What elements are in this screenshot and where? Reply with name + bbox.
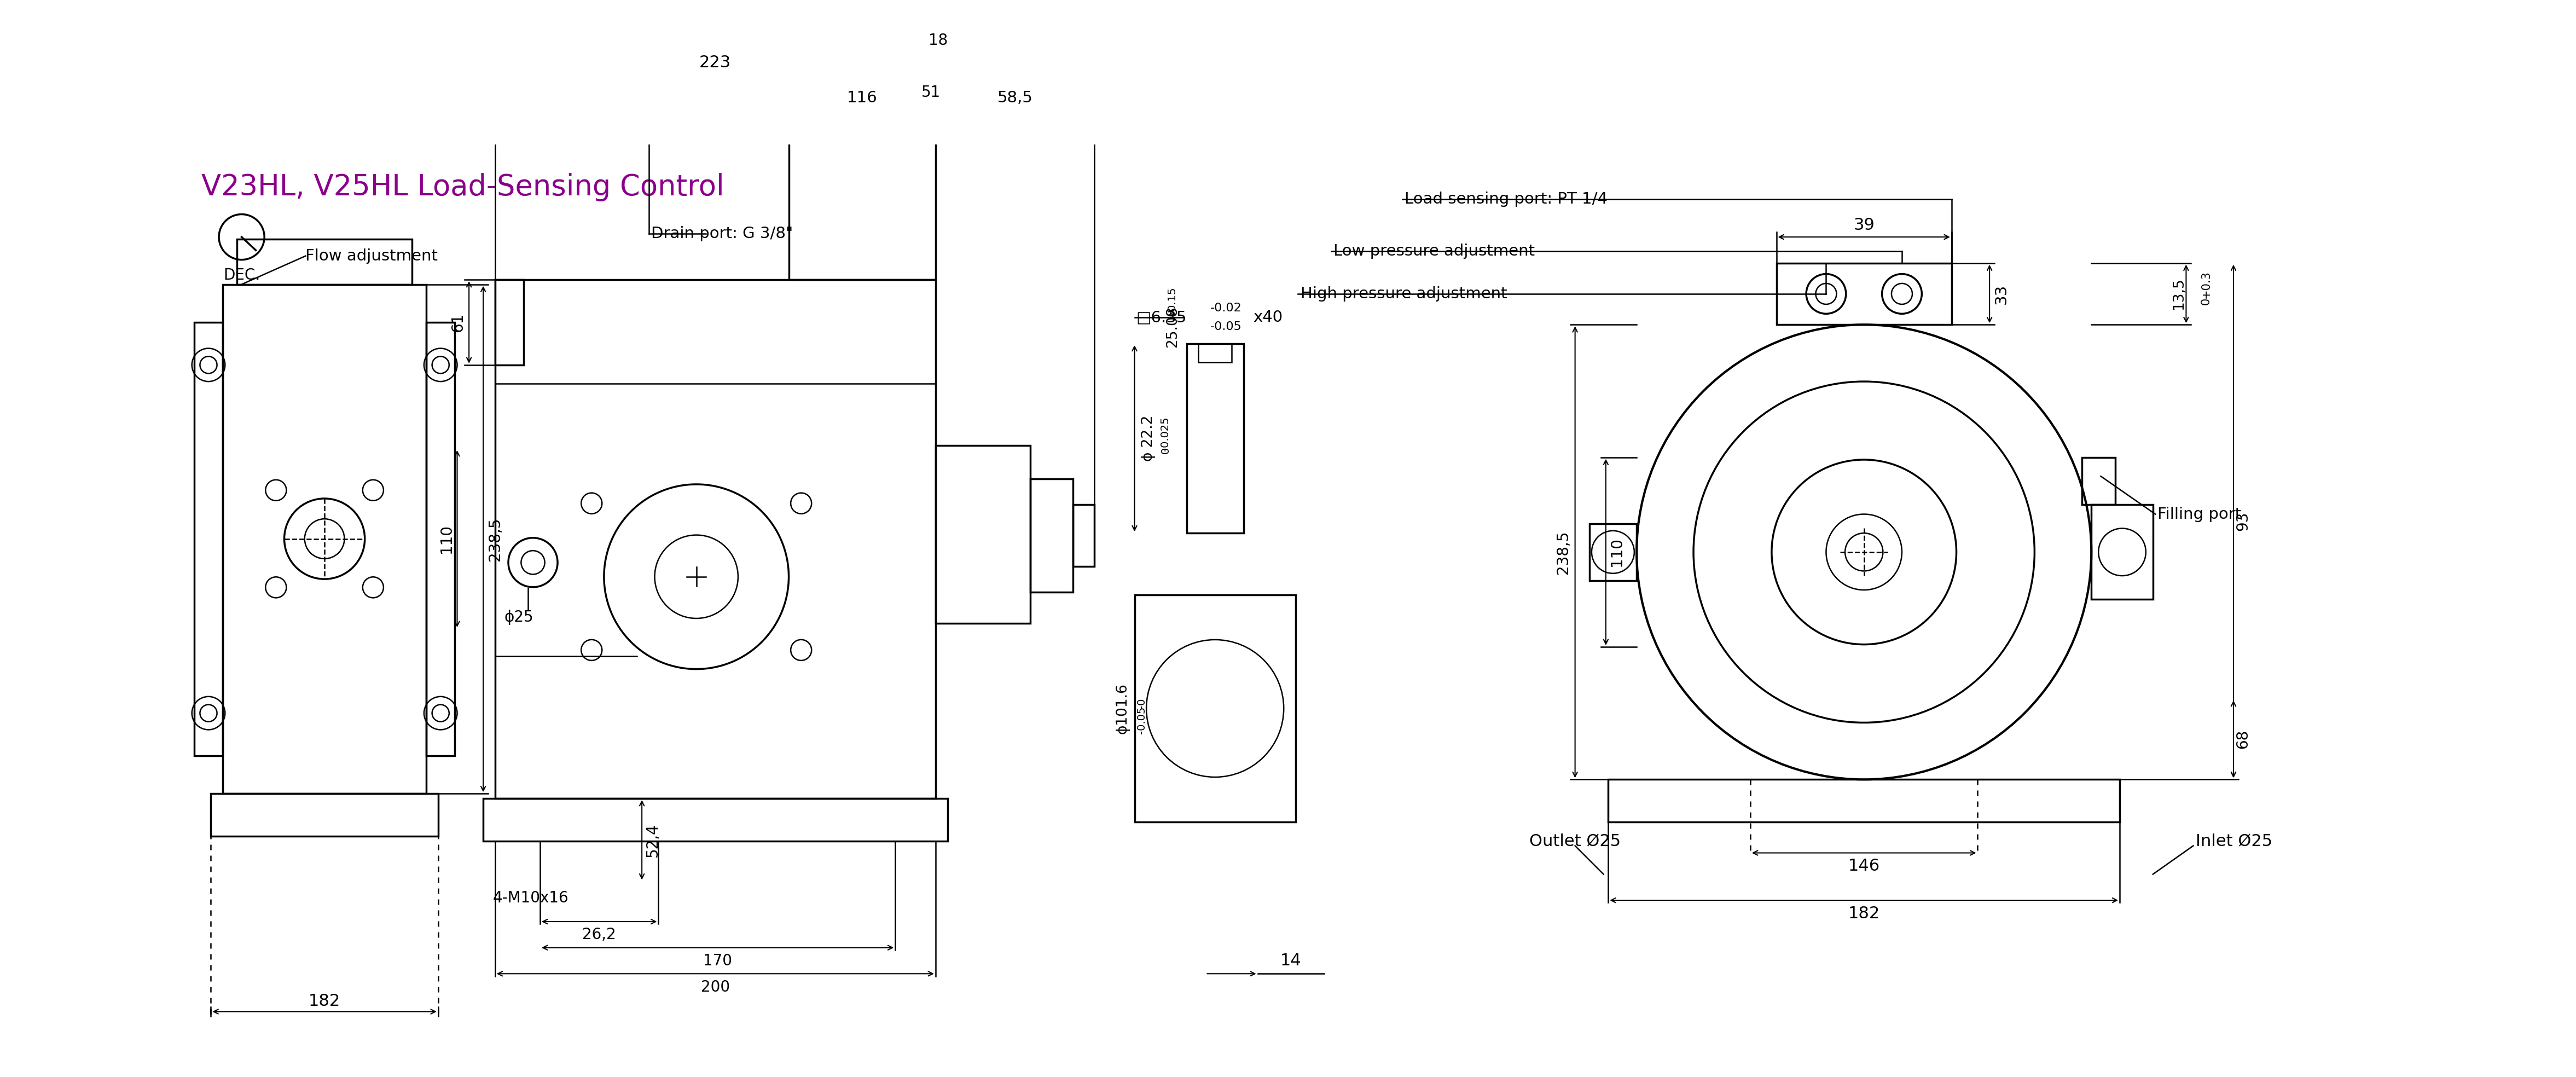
Bar	[1607, 780, 2120, 822]
Text: Load sensing port: PT 1/4: Load sensing port: PT 1/4	[1404, 192, 1607, 207]
Text: 25.08: 25.08	[1164, 306, 1180, 348]
Text: Outlet Ø25: Outlet Ø25	[1530, 834, 1620, 849]
Text: 61: 61	[451, 312, 466, 332]
Bar	[495, 280, 523, 365]
Bar	[799, 0, 922, 10]
Text: 182: 182	[309, 993, 340, 1009]
Bar	[1188, 344, 1244, 533]
Text: 223: 223	[698, 55, 732, 71]
Text: +0.3: +0.3	[2200, 270, 2210, 298]
Text: 68: 68	[2236, 729, 2251, 749]
Bar	[799, 67, 927, 118]
Text: -0.02: -0.02	[1211, 303, 1242, 313]
Text: 51: 51	[922, 85, 940, 100]
Text: 58,5: 58,5	[997, 90, 1033, 106]
Bar	[2081, 458, 2115, 505]
Text: 146: 146	[1847, 858, 1880, 875]
Text: 33: 33	[1994, 283, 2009, 304]
Text: 39: 39	[1852, 218, 1875, 233]
Text: 116: 116	[848, 90, 878, 106]
Bar	[222, 284, 428, 794]
Text: x40: x40	[1252, 310, 1283, 325]
Text: 18: 18	[927, 32, 948, 48]
Text: Filling port: Filling port	[2159, 506, 2241, 522]
Text: 110: 110	[438, 524, 453, 554]
Text: ϕ25: ϕ25	[505, 610, 533, 625]
Text: -0.15: -0.15	[1167, 288, 1177, 314]
Text: 14: 14	[1280, 952, 1301, 968]
Bar	[428, 322, 456, 756]
Text: 26,2: 26,2	[582, 927, 616, 942]
Bar	[484, 798, 948, 841]
Bar	[1198, 344, 1231, 363]
Text: Drain port: G 3/8": Drain port: G 3/8"	[652, 226, 793, 241]
Bar	[1589, 523, 1636, 581]
Text: 0: 0	[2200, 297, 2210, 305]
Text: -0: -0	[1136, 698, 1146, 709]
Text: 200: 200	[701, 979, 729, 995]
Bar	[237, 239, 412, 284]
Text: ϕ 22.2: ϕ 22.2	[1141, 416, 1157, 461]
Text: Inlet Ø25: Inlet Ø25	[2195, 834, 2272, 849]
Text: 182: 182	[1847, 906, 1880, 922]
Text: 238,5: 238,5	[487, 517, 502, 561]
Bar	[1030, 478, 1074, 592]
Text: Low pressure adjustment: Low pressure adjustment	[1334, 243, 1535, 258]
Text: -0.05: -0.05	[1211, 321, 1242, 333]
Text: 93: 93	[2236, 512, 2251, 531]
Bar	[495, 280, 935, 798]
Bar	[799, 12, 927, 64]
Text: High pressure adjustment: High pressure adjustment	[1301, 286, 1507, 302]
Text: V23HL, V25HL Load-Sensing Control: V23HL, V25HL Load-Sensing Control	[201, 173, 724, 201]
Text: 170: 170	[703, 953, 732, 968]
Text: DEC.: DEC.	[224, 268, 260, 283]
Bar	[193, 322, 222, 756]
Text: -0.025: -0.025	[1159, 417, 1170, 451]
Bar	[935, 446, 1030, 624]
Text: 238,5: 238,5	[1556, 530, 1571, 574]
Text: 110: 110	[1610, 537, 1625, 567]
Text: ϕ101.6: ϕ101.6	[1115, 683, 1131, 733]
Bar	[1777, 263, 1953, 324]
Bar	[1133, 595, 1296, 822]
Bar	[211, 794, 438, 837]
Bar	[788, 118, 935, 280]
Text: 52,4: 52,4	[644, 823, 659, 857]
Text: 4-M10x16: 4-M10x16	[492, 891, 569, 906]
Bar	[1074, 505, 1095, 567]
Text: -0.05: -0.05	[1136, 707, 1146, 735]
Bar	[2092, 505, 2154, 600]
Text: 13,5: 13,5	[2172, 278, 2187, 310]
Text: 0: 0	[1159, 447, 1170, 453]
Text: □6.35: □6.35	[1136, 310, 1188, 325]
Text: Flow adjustment: Flow adjustment	[307, 249, 438, 264]
